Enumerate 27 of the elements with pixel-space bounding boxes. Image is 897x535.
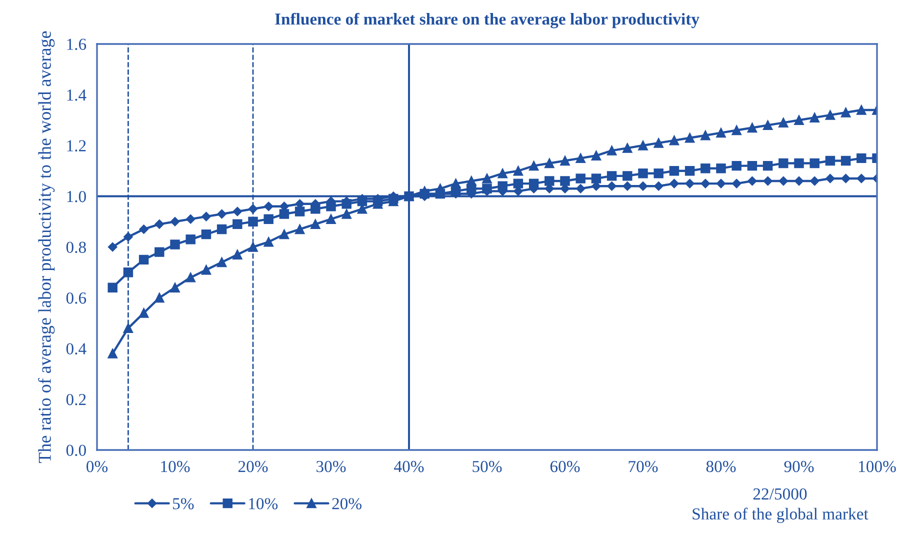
y-tick-label: 0.8 — [66, 242, 86, 254]
legend-label: 5% — [173, 498, 194, 510]
x-tick-label: 20% — [238, 460, 268, 472]
y-tick-label: 0.6 — [66, 292, 86, 304]
y-tick-label: 1.0 — [67, 190, 86, 202]
y-tick-label: 1.4 — [67, 90, 86, 101]
x-tick-label: 60% — [550, 460, 580, 472]
x-tick-label: 80% — [706, 460, 736, 472]
legend-label: 20% — [332, 498, 362, 510]
chart-title: Influence of market share on the average labor productivity — [275, 12, 700, 28]
x-tick-label: 10% — [161, 460, 190, 472]
y-tick-label: 1.2 — [67, 140, 86, 152]
y-tick-label: 1.6 — [67, 38, 86, 50]
x-tick-label: 40% — [394, 460, 424, 472]
x-tick-label: 70% — [628, 460, 658, 472]
y-tick-label: 0.0 — [66, 444, 86, 456]
x-tick-label: 90% — [784, 460, 814, 472]
x-tick-label: 100% — [859, 460, 896, 472]
x-axis-title: Share of the global market — [692, 508, 868, 523]
text: 22/5000 — [753, 488, 807, 500]
legend-label: 10% — [249, 498, 278, 510]
x-tick-label: 50% — [472, 460, 502, 472]
y-axis-title: The ratio of average labor productivity to the world average — [38, 31, 55, 463]
y-tick-label: 0.2 — [66, 394, 86, 406]
y-tick-label: 0.4 — [66, 343, 86, 355]
x-tick-label: 0% — [86, 460, 108, 472]
x-tick-label: 30% — [316, 460, 346, 472]
